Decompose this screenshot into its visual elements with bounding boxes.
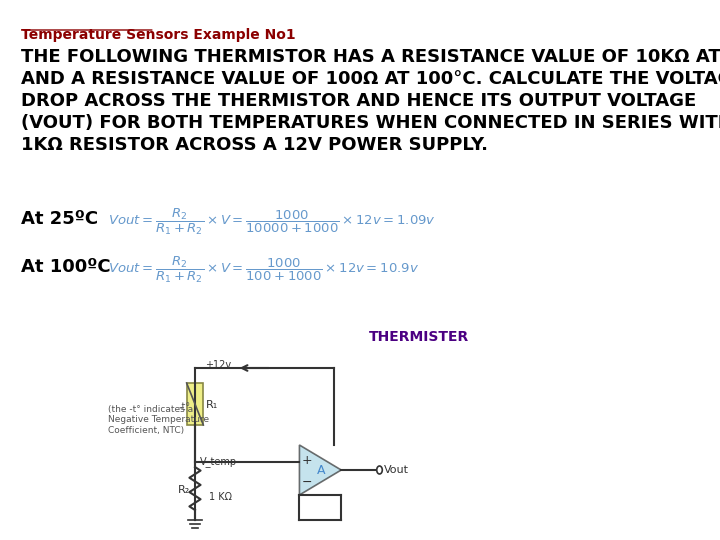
Text: (the -t° indicates a
Negative Temperature
Coefficient, NTC): (the -t° indicates a Negative Temperatur… <box>108 405 209 435</box>
Text: $Vout = \dfrac{R_2}{R_1+R_2} \times V = \dfrac{1000}{10000+1000} \times 12v = 1.: $Vout = \dfrac{R_2}{R_1+R_2} \times V = … <box>108 207 436 237</box>
Polygon shape <box>300 445 341 495</box>
Bar <box>186 383 203 425</box>
Text: −: − <box>302 476 312 489</box>
Text: +12v: +12v <box>205 360 232 370</box>
Text: 1KΩ RESISTOR ACROSS A 12V POWER SUPPLY.: 1KΩ RESISTOR ACROSS A 12V POWER SUPPLY. <box>21 136 488 154</box>
Text: R₂: R₂ <box>178 485 190 495</box>
Text: At 100ºC: At 100ºC <box>21 258 110 276</box>
Text: -t°: -t° <box>179 402 190 412</box>
Text: THE FOLLOWING THERMISTOR HAS A RESISTANCE VALUE OF 10KΩ AT 25°C: THE FOLLOWING THERMISTOR HAS A RESISTANC… <box>21 48 720 66</box>
Text: AND A RESISTANCE VALUE OF 100Ω AT 100°C. CALCULATE THE VOLTAGE: AND A RESISTANCE VALUE OF 100Ω AT 100°C.… <box>21 70 720 88</box>
Text: DROP ACROSS THE THERMISTOR AND HENCE ITS OUTPUT VOLTAGE: DROP ACROSS THE THERMISTOR AND HENCE ITS… <box>21 92 696 110</box>
Text: Vout: Vout <box>384 465 410 475</box>
Text: Temperature Sensors Example No1: Temperature Sensors Example No1 <box>21 28 295 42</box>
Text: A: A <box>317 463 325 476</box>
Text: R₁: R₁ <box>205 400 217 410</box>
Text: THERMISTER: THERMISTER <box>369 330 469 344</box>
Text: $Vout = \dfrac{R_2}{R_1+R_2} \times V = \dfrac{1000}{100+1000} \times 12v = 10.9: $Vout = \dfrac{R_2}{R_1+R_2} \times V = … <box>108 255 419 285</box>
Text: 1 KΩ: 1 KΩ <box>209 492 232 502</box>
Text: V_temp: V_temp <box>200 456 237 468</box>
Text: At 25ºC: At 25ºC <box>21 210 98 228</box>
Text: (VOUT) FOR BOTH TEMPERATURES WHEN CONNECTED IN SERIES WITH A: (VOUT) FOR BOTH TEMPERATURES WHEN CONNEC… <box>21 114 720 132</box>
Text: +: + <box>302 454 312 467</box>
